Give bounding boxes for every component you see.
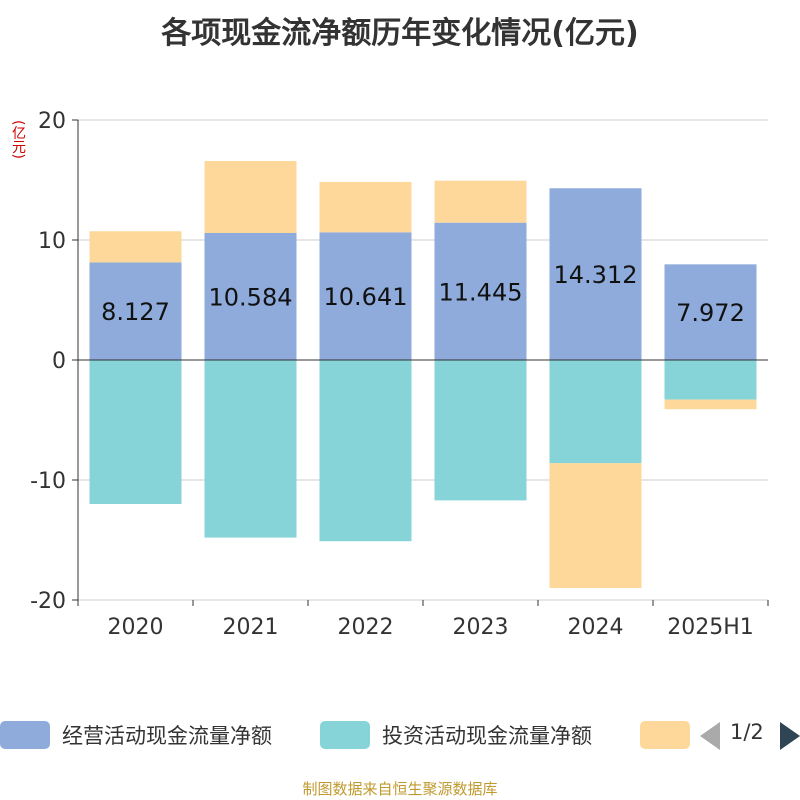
data-labels: 8.127 10.584 10.641 11.445 14.312 7.972 xyxy=(101,261,745,327)
source-note: 制图数据来自恒生聚源数据库 xyxy=(302,780,498,798)
bar-2021-series-0 xyxy=(204,232,297,360)
data-label: 10.584 xyxy=(209,283,293,311)
y-tick-label: -20 xyxy=(30,589,66,614)
legend-item-financing[interactable] xyxy=(640,720,690,750)
legend: 经营活动现金流量净额 投资活动现金流量净额 1/2 xyxy=(0,714,800,758)
x-tick-label: 2021 xyxy=(223,615,279,640)
bar-2025H1-series-0 xyxy=(664,264,757,360)
axes: 20 10 0 -10 -20 2020 2021 2022 2023 2024 2025H1 xyxy=(30,109,769,640)
bar-chart: 20 10 0 -10 -20 2020 2021 2022 2023 2024 2025H1 8.… xyxy=(30,109,769,640)
bar-2021-series-2 xyxy=(204,160,297,233)
y-tick-label: 0 xyxy=(52,349,66,374)
y-tick-label: 20 xyxy=(38,109,66,134)
bar-2020-series-0 xyxy=(89,262,182,360)
bars xyxy=(89,160,757,588)
legend-page-indicator: 1/2 xyxy=(730,720,764,744)
data-label: 11.445 xyxy=(439,278,523,306)
legend-next-page-icon[interactable] xyxy=(780,722,800,750)
bar-2024-series-1 xyxy=(549,360,642,464)
bar-2022-series-2 xyxy=(319,181,412,233)
y-tick-label: 10 xyxy=(38,229,66,254)
y-tick-label: -10 xyxy=(30,469,66,494)
bar-2025H1-series-2 xyxy=(664,399,757,410)
legend-item-investing[interactable]: 投资活动现金流量净额 xyxy=(320,720,592,750)
chart-title: 各项现金流净额历年变化情况(亿元) xyxy=(161,16,639,51)
x-tick-label: 2020 xyxy=(108,615,164,640)
bar-2023-series-1 xyxy=(434,360,527,501)
x-tick-label: 2023 xyxy=(453,615,509,640)
data-label: 8.127 xyxy=(101,298,170,326)
x-tick-label: 2024 xyxy=(568,615,624,640)
x-tick-label: 2022 xyxy=(338,615,394,640)
legend-item-operating[interactable]: 经营活动现金流量净额 xyxy=(0,720,272,750)
legend-swatch-financing xyxy=(640,721,690,749)
legend-label-investing: 投资活动现金流量净额 xyxy=(382,724,592,748)
legend-label-operating: 经营活动现金流量净额 xyxy=(62,724,272,748)
x-tick-label: 2025H1 xyxy=(667,615,754,640)
legend-swatch-operating xyxy=(0,721,50,749)
bar-2023-series-2 xyxy=(434,180,527,223)
bar-2021-series-1 xyxy=(204,360,297,538)
data-label: 14.312 xyxy=(554,261,638,289)
bar-2025H1-series-1 xyxy=(664,360,757,400)
bar-2022-series-1 xyxy=(319,360,412,542)
bar-2023-series-0 xyxy=(434,222,527,360)
y-axis-unit-label: (亿元) xyxy=(10,120,26,159)
legend-prev-page-icon[interactable] xyxy=(700,722,720,750)
bar-2020-series-1 xyxy=(89,360,182,504)
bar-2022-series-0 xyxy=(319,232,412,360)
bar-2024-series-2 xyxy=(549,463,642,588)
data-label: 7.972 xyxy=(676,299,745,327)
bar-2024-series-0 xyxy=(549,188,642,360)
legend-swatch-investing xyxy=(320,721,370,749)
data-label: 10.641 xyxy=(324,283,408,311)
bar-2020-series-2 xyxy=(89,231,182,263)
